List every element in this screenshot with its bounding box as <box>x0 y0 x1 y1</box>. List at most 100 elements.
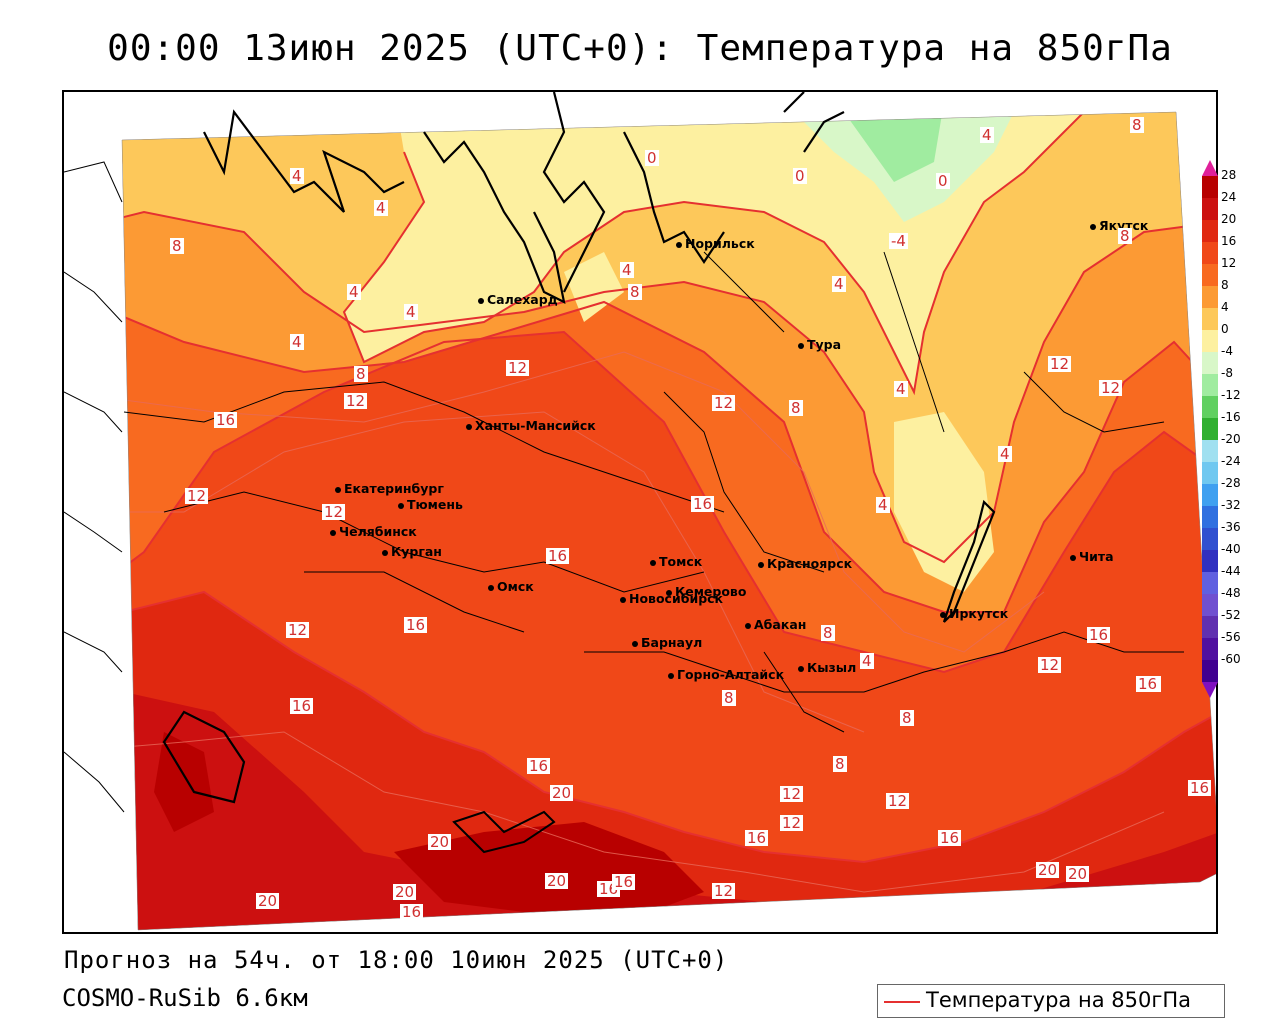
colorbar-swatch <box>1202 352 1218 374</box>
forecast-map[interactable] <box>62 90 1218 934</box>
city-name: Омск <box>497 579 534 594</box>
isotherm-label: 12 <box>712 882 736 900</box>
city-marker <box>466 423 472 430</box>
isotherm-label: 4 <box>290 333 304 351</box>
isotherm-label: 8 <box>821 624 835 642</box>
isotherm-label: 20 <box>256 892 280 910</box>
city-0: Норильск <box>676 236 755 251</box>
coastlines <box>123 92 1184 854</box>
isotherm-label: 8 <box>628 283 642 301</box>
isotherm-label: 20 <box>550 784 574 802</box>
isotherm-label: 4 <box>894 380 908 398</box>
colorbar-tick-label: -24 <box>1221 454 1241 468</box>
city-marker <box>330 529 336 536</box>
colorbar-swatch <box>1202 220 1218 242</box>
colorbar-swatch <box>1202 528 1218 550</box>
isotherm-label: 16 <box>1188 779 1212 797</box>
city-12: Кемерово <box>666 584 746 599</box>
isotherm-label: 20 <box>1036 861 1060 879</box>
isotherm-label: 16 <box>745 829 769 847</box>
city-marker <box>478 297 484 304</box>
colorbar-tick-label: -8 <box>1221 366 1233 380</box>
city-name: Томск <box>659 554 703 569</box>
colorbar-swatch <box>1202 176 1218 198</box>
temperature-field <box>64 92 1216 931</box>
colorbar-swatch <box>1202 374 1218 396</box>
isotherm-label: 12 <box>344 392 368 410</box>
model-caption: COSMO-RuSib 6.6км <box>62 984 308 1012</box>
isotherm-label: 16 <box>404 616 428 634</box>
isotherm-label: 0 <box>793 167 807 185</box>
isotherm-label: 4 <box>860 652 874 670</box>
city-3: Тура <box>798 337 841 352</box>
city-14: Барнаул <box>632 635 702 650</box>
colorbar-tick-label: -16 <box>1221 410 1241 424</box>
colorbar-tick-label: 28 <box>1221 168 1237 182</box>
colorbar-tick-label: 24 <box>1221 190 1237 204</box>
forecast-caption: Прогноз на 54ч. от 18:00 10июн 2025 (UTC… <box>64 946 729 974</box>
isotherm-label: 12 <box>886 792 910 810</box>
city-name: Горно-Алтайск <box>677 667 785 682</box>
city-marker <box>488 584 494 591</box>
colorbar-tick-label: 0 <box>1221 322 1229 336</box>
city-2: Салехард <box>478 292 558 307</box>
isotherm-label: 8 <box>833 755 847 773</box>
legend-label: Температура на 850гПа <box>926 988 1192 1012</box>
city-marker <box>650 559 656 566</box>
colorbar-swatch <box>1202 418 1218 440</box>
city-6: Тюмень <box>398 497 463 512</box>
colorbar-tick-label: 20 <box>1221 212 1237 226</box>
city-name: Курган <box>391 544 442 559</box>
colorbar-swatch <box>1202 242 1218 264</box>
isotherm-label: 12 <box>322 503 346 521</box>
city-marker <box>798 665 804 672</box>
colorbar-swatch <box>1202 264 1218 286</box>
city-name: Тюмень <box>407 497 463 512</box>
colorbar-tick-label: -36 <box>1221 520 1241 534</box>
colorbar-tick-label: 8 <box>1221 278 1229 292</box>
city-marker <box>668 672 674 679</box>
isotherm-label: 20 <box>545 872 569 890</box>
colorbar-tick-label: -4 <box>1221 344 1233 358</box>
isotherm-label: 4 <box>620 261 634 279</box>
colorbar-bottom-arrow <box>1202 682 1218 698</box>
isotherm-label: 20 <box>428 833 452 851</box>
isotherm-label: 0 <box>645 149 659 167</box>
city-name: Якутск <box>1099 218 1149 233</box>
colorbar-tick-label: -44 <box>1221 564 1241 578</box>
colorbar-swatch <box>1202 572 1218 594</box>
city-name: Красноярск <box>767 556 853 571</box>
isotherm-label: 16 <box>691 495 715 513</box>
outer-borders <box>64 161 125 813</box>
isotherm-label: 12 <box>780 785 804 803</box>
city-marker <box>798 342 804 349</box>
city-marker <box>382 549 388 556</box>
city-8: Курган <box>382 544 442 559</box>
city-11: Томск <box>650 554 702 569</box>
map-title: 00:00 13июн 2025 (UTC+0): Температура на… <box>107 28 1173 69</box>
isotherm-label: 12 <box>1048 355 1072 373</box>
isotherm-label: 12 <box>780 814 804 832</box>
isotherm-label: 16 <box>527 757 551 775</box>
colorbar <box>1202 160 1218 698</box>
city-19: Чита <box>1070 549 1114 564</box>
isotherm-lines <box>122 112 1216 864</box>
isotherm-label: 0 <box>936 172 950 190</box>
isotherm-label: 12 <box>712 394 736 412</box>
isotherm-label: 12 <box>286 621 310 639</box>
isotherm-label: 4 <box>290 167 304 185</box>
isotherm-label: 16 <box>1087 626 1111 644</box>
colorbar-swatch <box>1202 198 1218 220</box>
city-name: Абакан <box>754 617 807 632</box>
colorbar-swatch <box>1202 286 1218 308</box>
isotherm-label: 8 <box>1130 116 1144 134</box>
city-marker <box>398 502 404 509</box>
isotherm-label: 4 <box>998 445 1012 463</box>
colorbar-swatch <box>1202 616 1218 638</box>
legend: Температура на 850гПа <box>877 984 1225 1018</box>
isotherm-label: -4 <box>889 232 908 250</box>
city-10: Новосибирск <box>620 591 723 606</box>
colorbar-tick-label: -32 <box>1221 498 1241 512</box>
colorbar-top-arrow <box>1202 160 1218 176</box>
colorbar-swatch <box>1202 330 1218 352</box>
